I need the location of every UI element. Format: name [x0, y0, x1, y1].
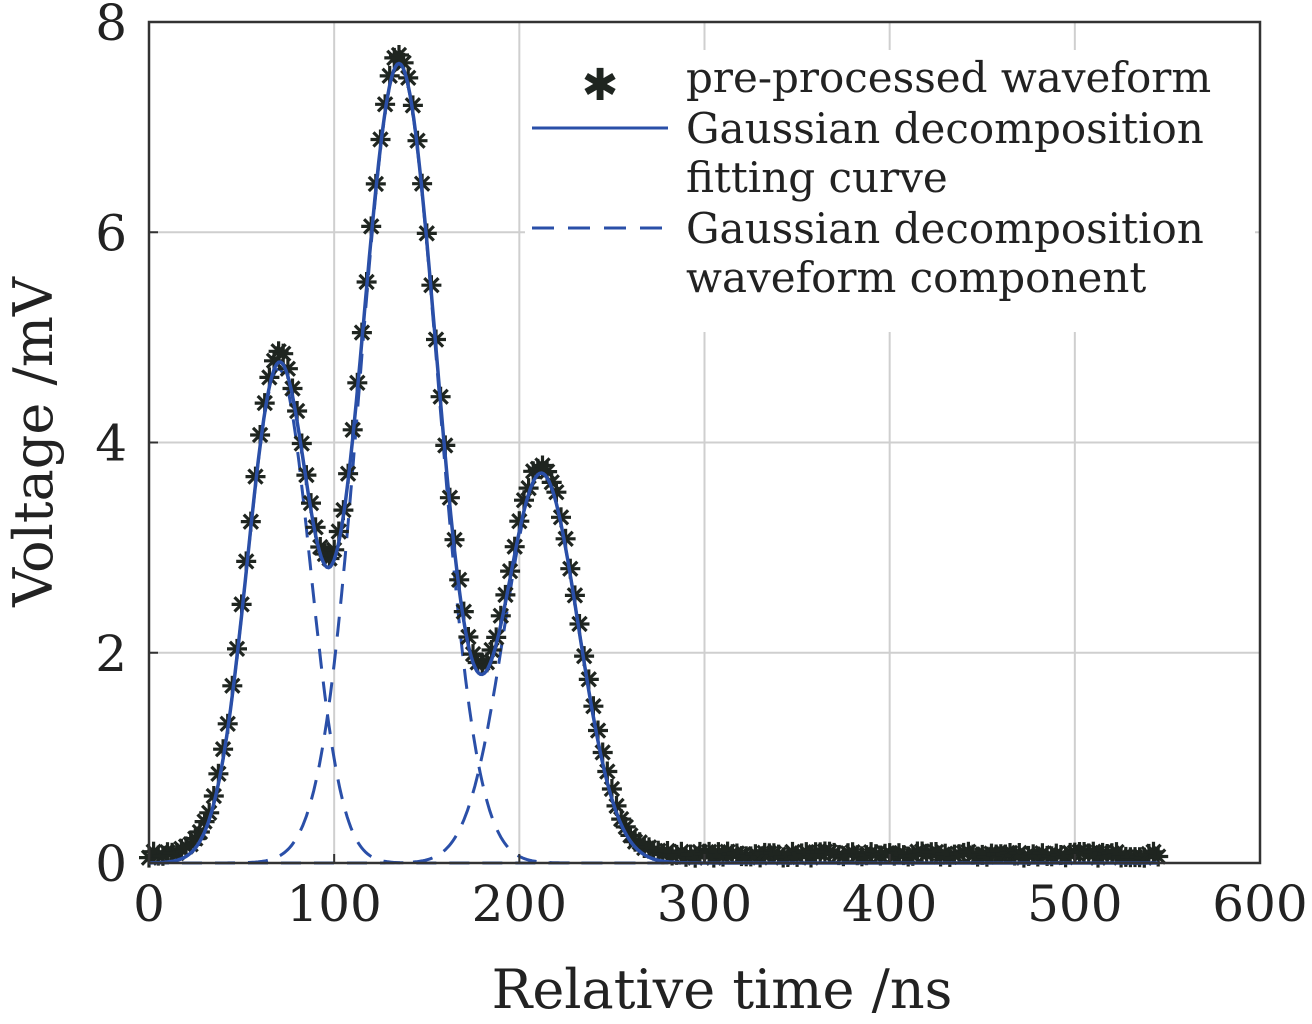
legend-points-label: pre-processed waveform — [686, 53, 1211, 102]
y-tick-label: 6 — [95, 204, 127, 262]
legend-fit-label-line2: fitting curve — [686, 153, 948, 202]
x-tick-label: 0 — [133, 875, 165, 933]
legend-component-label-line2: waveform component — [686, 253, 1146, 302]
x-tick-label: 300 — [657, 875, 752, 933]
y-axis-label: Voltage /mV — [2, 276, 65, 608]
x-tick-label: 500 — [1027, 875, 1122, 933]
waveform-point — [601, 779, 622, 799]
x-tick-label: 600 — [1212, 875, 1307, 933]
legend-star-marker: ✱ — [582, 60, 619, 111]
x-tick-label: 400 — [842, 875, 937, 933]
legend: ✱ pre-processed waveform Gaussian decomp… — [532, 53, 1211, 302]
y-tick-label: 4 — [95, 415, 127, 473]
legend-component-label-line1: Gaussian decomposition — [686, 204, 1204, 253]
y-tick-label: 0 — [95, 835, 127, 893]
axis-ticks: 0 100 200 300 400 500 600 0 2 4 6 8 — [95, 0, 1308, 933]
x-tick-label: 100 — [286, 875, 381, 933]
x-tick-label: 200 — [472, 875, 567, 933]
y-tick-label: 8 — [95, 0, 127, 52]
x-axis-label: Relative time /ns — [492, 958, 953, 1021]
legend-fit-label-line1: Gaussian decomposition — [686, 104, 1204, 153]
legend-box — [525, 50, 1255, 332]
y-tick-label: 2 — [95, 625, 127, 683]
waveform-point — [273, 343, 294, 364]
